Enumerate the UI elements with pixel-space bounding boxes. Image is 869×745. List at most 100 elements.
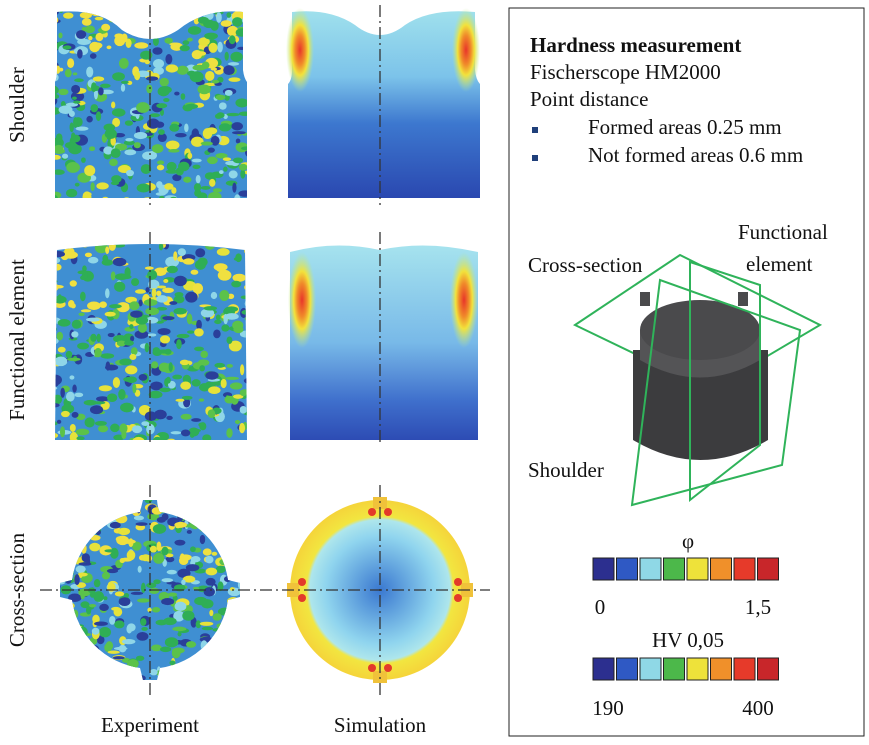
texture-blob bbox=[129, 324, 133, 329]
texture-blob bbox=[85, 514, 89, 519]
texture-blob bbox=[191, 672, 198, 678]
figure: Shoulder Functional element Cross-sectio… bbox=[0, 0, 869, 745]
texture-blob bbox=[61, 676, 68, 683]
texture-blob bbox=[74, 393, 83, 398]
texture-blob bbox=[166, 557, 175, 563]
texture-blob bbox=[126, 675, 134, 683]
texture-blob bbox=[228, 77, 240, 81]
texture-blob bbox=[109, 19, 117, 22]
texture-blob bbox=[217, 631, 222, 639]
texture-blob bbox=[239, 112, 252, 117]
texture-blob bbox=[200, 351, 208, 358]
texture-blob bbox=[97, 510, 102, 519]
texture-blob bbox=[112, 72, 125, 81]
texture-blob bbox=[150, 669, 158, 675]
texture-blob bbox=[201, 506, 213, 510]
texture-blob bbox=[66, 392, 75, 402]
texture-blob bbox=[108, 651, 120, 654]
texture-blob bbox=[81, 239, 89, 248]
texture-blob bbox=[241, 146, 253, 150]
texture-blob bbox=[63, 632, 67, 641]
texture-blob bbox=[108, 333, 115, 337]
texture-blob bbox=[102, 572, 110, 580]
texture-blob bbox=[53, 169, 65, 175]
texture-blob bbox=[202, 500, 214, 507]
texture-blob bbox=[240, 364, 244, 375]
texture-blob bbox=[73, 518, 78, 526]
texture-blob bbox=[106, 361, 111, 370]
texture-blob bbox=[51, 200, 61, 206]
texture-blob bbox=[175, 677, 185, 683]
texture-blob bbox=[83, 496, 94, 502]
texture-blob bbox=[114, 282, 125, 292]
texture-blob bbox=[142, 1, 150, 10]
texture-blob bbox=[192, 429, 201, 432]
texture-blob bbox=[135, 289, 146, 293]
texture-blob bbox=[153, 59, 164, 68]
texture-blob bbox=[110, 510, 114, 514]
texture-blob bbox=[103, 491, 115, 499]
texture-blob bbox=[129, 301, 139, 310]
texture-blob bbox=[168, 593, 178, 597]
texture-blob bbox=[225, 633, 231, 637]
texture-blob bbox=[53, 296, 66, 304]
texture-blob bbox=[84, 667, 92, 672]
texture-blob bbox=[100, 84, 111, 88]
texture-blob bbox=[45, 421, 58, 426]
texture-blob bbox=[147, 270, 157, 280]
texture-blob bbox=[214, 497, 226, 507]
texture-blob bbox=[89, 604, 96, 607]
texture-blob bbox=[238, 580, 245, 590]
texture-blob bbox=[183, 177, 191, 183]
texture-blob bbox=[97, 334, 101, 343]
texture-blob bbox=[111, 101, 115, 108]
texture-blob bbox=[183, 258, 194, 264]
texture-blob bbox=[48, 374, 62, 385]
texture-blob bbox=[227, 597, 240, 606]
texture-blob bbox=[193, 668, 200, 672]
texture-blob bbox=[71, 331, 78, 337]
texture-blob bbox=[77, 39, 91, 45]
texture-blob bbox=[105, 288, 109, 298]
texture-blob bbox=[61, 634, 74, 643]
texture-blob bbox=[229, 35, 236, 44]
texture-blob bbox=[119, 645, 127, 652]
texture-blob bbox=[225, 306, 238, 312]
texture-blob bbox=[136, 503, 141, 513]
texture-blob bbox=[233, 157, 243, 163]
texture-blob bbox=[194, 347, 204, 352]
texture-blob bbox=[137, 598, 150, 602]
texture-blob bbox=[92, 401, 105, 404]
texture-blob bbox=[158, 86, 171, 94]
texture-blob bbox=[66, 496, 74, 500]
texture-blob bbox=[55, 610, 63, 621]
texture-blob bbox=[78, 543, 83, 552]
texture-blob bbox=[54, 641, 62, 650]
texture-blob bbox=[70, 424, 76, 432]
texture-blob bbox=[207, 156, 218, 164]
texture-blob bbox=[51, 94, 59, 99]
texture-blob bbox=[200, 513, 213, 518]
texture-blob bbox=[165, 54, 172, 64]
texture-blob bbox=[159, 243, 163, 251]
texture-blob bbox=[156, 295, 168, 302]
texture-blob bbox=[72, 412, 79, 418]
texture-blob bbox=[198, 501, 210, 511]
texture-blob bbox=[82, 18, 92, 26]
legend-bullet: Formed areas 0.25 mm bbox=[588, 115, 782, 139]
texture-blob bbox=[158, 129, 165, 135]
texture-blob bbox=[172, 239, 184, 244]
model-label: Cross-section bbox=[528, 253, 643, 277]
texture-blob bbox=[215, 663, 226, 673]
texture-blob bbox=[141, 197, 155, 208]
texture-blob bbox=[107, 13, 118, 22]
texture-blob bbox=[77, 343, 89, 350]
texture-blob bbox=[108, 677, 121, 685]
texture-blob bbox=[205, 71, 214, 81]
texture-blob bbox=[216, 12, 222, 23]
texture-blob bbox=[213, 628, 221, 631]
texture-blob bbox=[136, 656, 144, 661]
texture-blob bbox=[141, 627, 148, 631]
texture-blob bbox=[71, 132, 75, 140]
texture-blob bbox=[234, 560, 247, 570]
